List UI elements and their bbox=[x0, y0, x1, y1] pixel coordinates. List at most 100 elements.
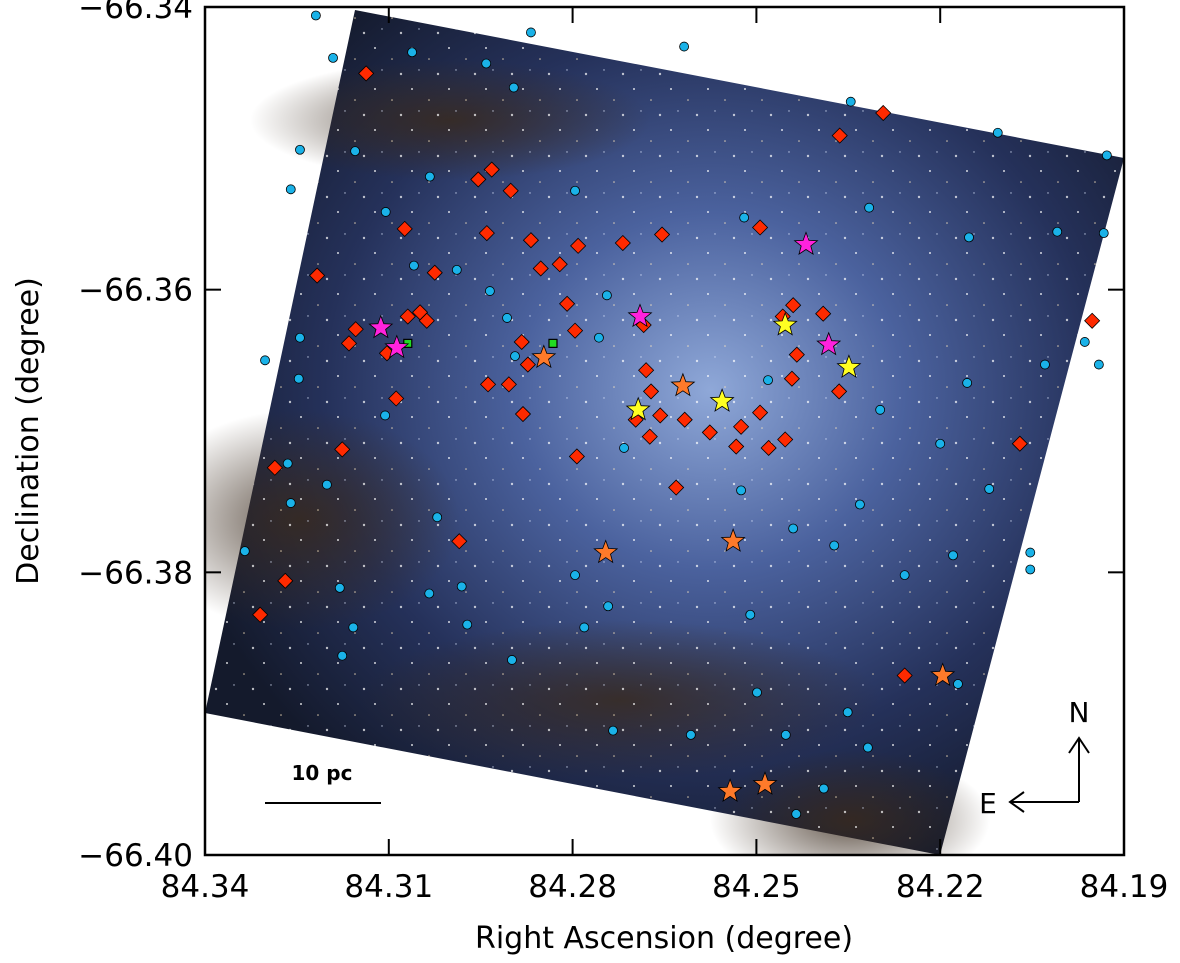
x-tick-label: 84.31 bbox=[344, 869, 433, 905]
point-diamond bbox=[277, 572, 294, 589]
point-diamond bbox=[478, 225, 495, 242]
point-star bbox=[531, 344, 557, 369]
point-diamond bbox=[358, 65, 375, 82]
point-circle bbox=[863, 742, 873, 753]
point-diamond bbox=[470, 171, 487, 188]
point-circle bbox=[424, 171, 435, 182]
point-star bbox=[625, 396, 651, 421]
point-circle bbox=[608, 725, 618, 736]
x-tick-label: 84.28 bbox=[528, 869, 617, 905]
point-diamond bbox=[519, 356, 536, 373]
x-tick-label: 84.19 bbox=[1080, 869, 1169, 905]
point-circle bbox=[845, 96, 856, 107]
point-diamond bbox=[783, 370, 801, 387]
point-diamond bbox=[676, 411, 693, 428]
point-circle bbox=[295, 144, 305, 155]
point-diamond bbox=[701, 424, 718, 441]
point-circle bbox=[594, 332, 604, 343]
point-diamond bbox=[752, 219, 769, 236]
point-circle bbox=[310, 10, 321, 21]
point-diamond bbox=[566, 322, 584, 339]
point-circle bbox=[462, 619, 473, 630]
point-diamond bbox=[388, 390, 405, 407]
point-circle bbox=[285, 184, 296, 195]
point-circle bbox=[380, 207, 391, 217]
point-circle bbox=[350, 146, 361, 157]
point-diamond bbox=[752, 404, 769, 421]
point-diamond bbox=[760, 439, 777, 457]
point-circle bbox=[481, 58, 492, 69]
point-circle bbox=[293, 373, 304, 384]
point-circle bbox=[424, 588, 435, 599]
point-diamond bbox=[733, 418, 750, 435]
point-diamond bbox=[426, 264, 443, 281]
point-star bbox=[384, 334, 410, 359]
point-circle bbox=[745, 609, 756, 620]
point-circle bbox=[962, 378, 973, 388]
point-star bbox=[627, 303, 653, 328]
point-diamond bbox=[653, 226, 671, 243]
point-diamond bbox=[652, 407, 669, 424]
point-circle bbox=[1098, 228, 1109, 239]
point-circle bbox=[322, 479, 332, 490]
point-circle bbox=[484, 286, 495, 296]
point-diamond bbox=[777, 431, 794, 448]
point-circle bbox=[752, 687, 762, 698]
compass-east: E bbox=[979, 787, 997, 820]
point-diamond bbox=[642, 383, 660, 400]
background-image bbox=[205, 10, 1124, 855]
point-circle bbox=[570, 185, 580, 196]
point-circle bbox=[295, 332, 305, 343]
point-diamond bbox=[418, 312, 435, 329]
point-diamond bbox=[1084, 312, 1101, 329]
point-circle bbox=[1040, 359, 1050, 370]
point-star bbox=[930, 662, 956, 687]
point-circle bbox=[507, 655, 517, 665]
point-star bbox=[793, 231, 819, 256]
y-tick-label: −66.38 bbox=[78, 555, 193, 591]
point-star bbox=[368, 314, 394, 339]
point-circle bbox=[337, 650, 348, 661]
point-circle bbox=[432, 512, 443, 523]
point-diamond bbox=[638, 362, 655, 379]
y-tick-label: −66.34 bbox=[78, 0, 193, 26]
point-circle bbox=[570, 570, 580, 581]
point-diamond bbox=[334, 441, 351, 458]
point-diamond bbox=[514, 405, 532, 423]
point-star bbox=[593, 539, 619, 564]
point-diamond bbox=[479, 376, 497, 393]
scale-label: 10 pc bbox=[292, 761, 353, 785]
point-circle bbox=[739, 212, 750, 223]
point-diamond bbox=[785, 297, 802, 314]
point-diamond bbox=[266, 459, 283, 476]
point-star bbox=[720, 528, 746, 552]
point-diamond bbox=[309, 267, 326, 284]
point-circle bbox=[334, 582, 345, 593]
point-circle bbox=[780, 729, 791, 740]
compass bbox=[1008, 736, 1090, 813]
point-circle bbox=[685, 729, 696, 740]
point-circle bbox=[1101, 150, 1112, 161]
point-circle bbox=[348, 622, 359, 633]
point-circle bbox=[260, 355, 270, 366]
point-star bbox=[709, 388, 735, 412]
point-circle bbox=[579, 622, 590, 633]
point-circle bbox=[407, 47, 417, 58]
point-circle bbox=[953, 679, 963, 689]
point-diamond bbox=[399, 308, 416, 325]
point-diamond bbox=[347, 321, 364, 338]
point-diamond bbox=[551, 256, 568, 273]
point-circle bbox=[1093, 359, 1104, 370]
point-star bbox=[772, 311, 798, 336]
point-circle bbox=[992, 127, 1003, 138]
point-diamond bbox=[570, 237, 587, 254]
point-circle bbox=[451, 264, 462, 275]
point-diamond bbox=[532, 260, 549, 277]
point-square bbox=[548, 338, 558, 348]
y-tick-label: −66.40 bbox=[78, 838, 193, 874]
point-circle bbox=[899, 570, 910, 581]
point-star bbox=[752, 771, 778, 795]
point-circle bbox=[603, 601, 614, 612]
